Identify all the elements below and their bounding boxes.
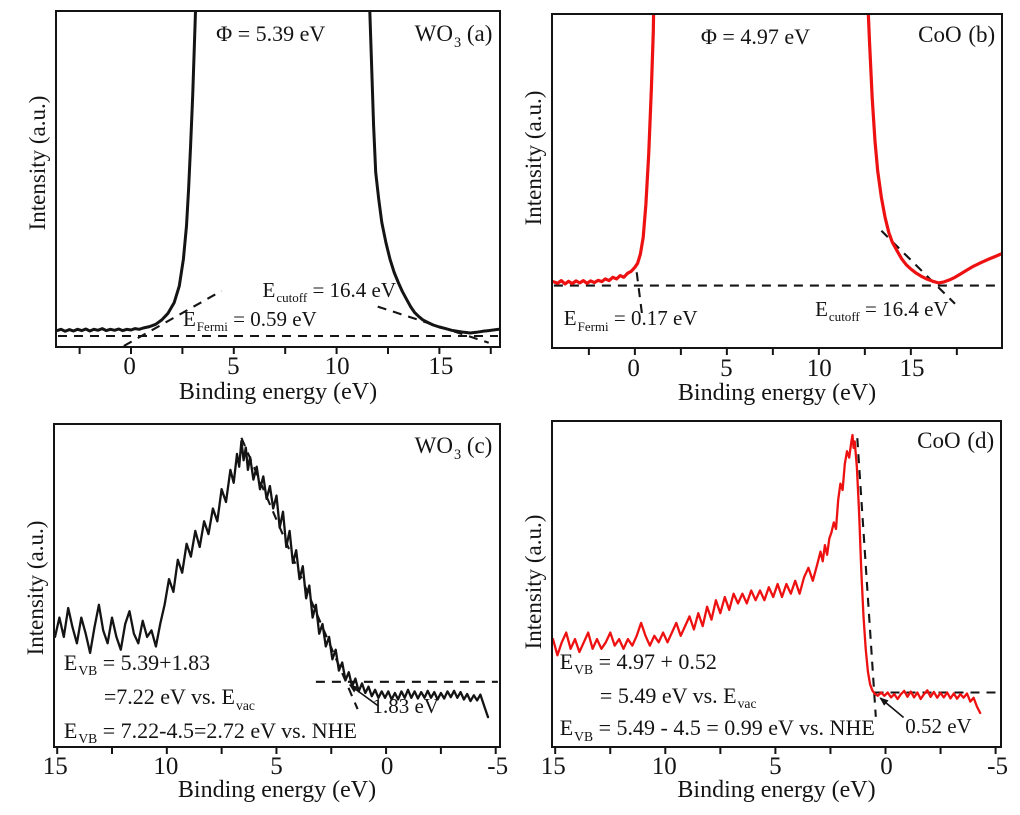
- work-function-label-a: Φ = 5.39 eV: [216, 20, 326, 46]
- fermi-label-a: EFermi = 0.59 eV: [182, 306, 317, 334]
- x-axis-ticks: [587, 347, 958, 355]
- x-tick-labels-a: 0 5 10 15: [55, 353, 501, 381]
- x-tick-labels-d: 15 10 5 0 -5: [541, 753, 1008, 781]
- x-tick-label: 15: [42, 753, 68, 780]
- x-tick-label: 10: [153, 753, 179, 780]
- guide-onset-arrow: [879, 697, 905, 719]
- x-tick-labels-b: 0 5 10 15: [551, 355, 1003, 383]
- guide-vb-edge-extrapolation: [856, 438, 877, 717]
- x-axis-ticks: [554, 746, 997, 754]
- guide-fermi-extrapolation: [123, 289, 223, 346]
- evb-nhe-label-d: EVB = 5.49 - 4.5 = 0.99 eV vs. NHE: [559, 715, 875, 744]
- panel-tag-a-subscript: 3: [453, 34, 462, 51]
- x-tick-label: 15: [428, 353, 454, 380]
- spectrum-curve-wo3-vb: [55, 439, 490, 719]
- x-tick-label: 10: [324, 353, 350, 380]
- spectrum-curve-coo: [553, 15, 1001, 286]
- evb-vac-label-d: = 5.49 eV vs. Evac: [599, 682, 757, 712]
- panel-tag-a-text: WO: [414, 21, 453, 47]
- cutoff-label-a: Ecutoff = 16.4 eV: [262, 277, 397, 305]
- panel-tag-b: CoO (b): [918, 21, 996, 47]
- vb-onset-label-c: 1.83 eV: [372, 693, 439, 718]
- panel-tag-a: WO3 (a): [415, 21, 493, 51]
- spectrum-curve-coo-vb: [553, 433, 982, 715]
- panel-tag-c: WO3 (c): [414, 433, 493, 463]
- y-axis-title-c: Intensity (a.u.): [23, 520, 48, 656]
- fermi-label-b: EFermi = 0.17 eV: [563, 306, 698, 334]
- x-tick-label: 10: [651, 753, 677, 780]
- x-tick-label: -5: [487, 753, 509, 780]
- evb-sum-label-c: EVB = 5.39+1.83: [63, 649, 211, 679]
- cutoff-label-b: Ecutoff = 16.4 eV: [815, 297, 949, 325]
- evb-nhe-label-c: EVB = 7.22-4.5=2.72 eV vs. NHE: [63, 717, 357, 747]
- x-tick-label: -5: [987, 753, 1008, 780]
- plot-area-b: Φ = 4.97 eV CoO (b) EFermi = 0.17 eV Ecu…: [551, 13, 1003, 355]
- x-tick-label: 5: [270, 753, 283, 780]
- x-tick-label: 5: [720, 355, 733, 382]
- x-axis-title-b: Binding energy (eV): [677, 380, 877, 406]
- x-tick-label: 5: [227, 353, 240, 380]
- guide-onset-arrow: [348, 684, 379, 707]
- x-tick-label: 10: [806, 355, 832, 382]
- x-tick-label: 0: [880, 753, 893, 780]
- y-axis-title-d: Intensity (a.u.): [521, 514, 546, 650]
- spectrum-curve-wo3: [57, 12, 499, 335]
- x-axis-ticks: [56, 746, 497, 754]
- curve-canvas-d: [553, 433, 999, 754]
- curve-canvas-a: [57, 12, 499, 354]
- x-tick-label: 15: [540, 753, 566, 780]
- x-axis-title-a: Binding energy (eV): [178, 379, 378, 405]
- x-tick-labels-c: 15 10 5 0 -5: [43, 753, 508, 781]
- panel-tag-d: CoO (d): [917, 428, 995, 454]
- evb-sum-label-d: EVB = 4.97 + 0.52: [559, 648, 717, 678]
- guide-cutoff-extrapolation: [377, 305, 490, 344]
- x-tick-label: 0: [123, 353, 136, 380]
- x-tick-label: 0: [380, 753, 394, 780]
- x-tick-label: 0: [627, 355, 640, 382]
- plot-area-c: WO3 (c) EVB = 5.39+1.83 =7.22 eV vs. Eva…: [53, 423, 501, 754]
- work-function-label-b: Φ = 4.97 eV: [700, 23, 810, 49]
- x-axis-ticks: [78, 346, 492, 354]
- panel-tag-a-letter: (a): [461, 21, 493, 47]
- evb-vac-label-c: =7.22 eV vs. Evac: [103, 684, 255, 713]
- y-axis-title-b: Intensity (a.u.): [521, 90, 546, 226]
- curve-canvas-c: [55, 437, 498, 754]
- x-axis-title-c: Binding energy (eV): [177, 777, 377, 803]
- x-tick-label: 15: [899, 355, 925, 382]
- y-axis-title-a: Intensity (a.u.): [25, 95, 50, 231]
- guide-fermi-extrapolation: [635, 272, 644, 319]
- plot-area-a: Φ = 5.39 eV WO3 (a) Ecutoff = 16.4 eV EF…: [55, 10, 501, 354]
- x-tick-label: 5: [769, 753, 782, 780]
- curve-canvas-b: [553, 15, 1001, 355]
- x-axis-title-d: Binding energy (eV): [677, 777, 876, 803]
- vb-onset-label-d: 0.52 eV: [905, 713, 972, 738]
- plot-area-d: CoO (d) EVB = 4.97 + 0.52 = 5.49 eV vs. …: [551, 420, 1002, 754]
